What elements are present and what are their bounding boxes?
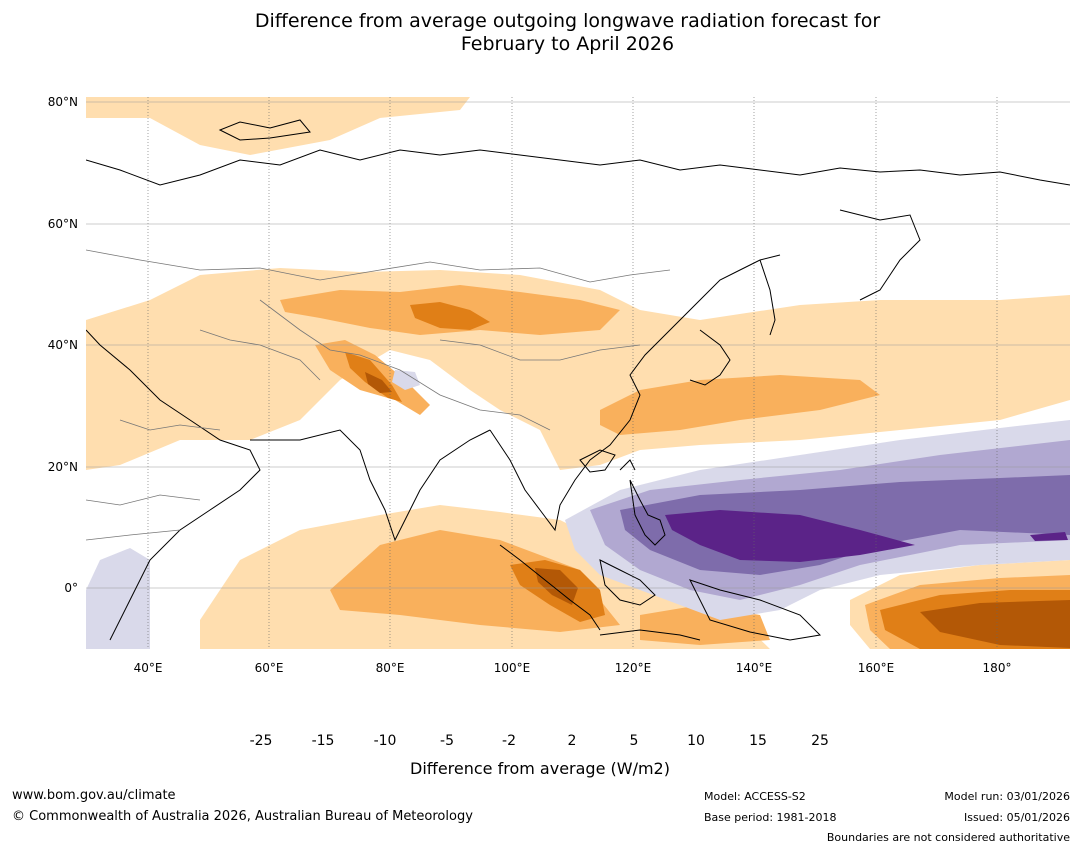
parallels [86, 101, 1070, 589]
lat-label-40n: 40°N [47, 338, 78, 352]
coastlines [86, 119, 1070, 641]
anomaly-dark-orange-central [410, 302, 490, 330]
anomaly-darkest-orange-himalaya [365, 372, 392, 393]
anomaly-darkest-orange-pacific [920, 600, 1070, 648]
olr-anomaly-map [86, 97, 1070, 649]
title-line-2: February to April 2026 [460, 33, 675, 55]
colorbar-tick: 5 [629, 733, 639, 749]
lon-label-40e: 40°E [133, 661, 163, 675]
website-link[interactable]: www.bom.gov.au/climate [12, 788, 176, 803]
colorbar-tick: -5 [440, 733, 454, 749]
lat-label-60n: 60°N [47, 217, 78, 231]
lon-label-80e: 80°E [375, 661, 405, 675]
colorbar-tick: -2 [502, 733, 516, 749]
boundaries-disclaimer: Boundaries are not considered authoritat… [826, 831, 1070, 844]
anomaly-lightest-purple-tibet [392, 370, 420, 390]
country-boundaries [86, 249, 671, 541]
colorbar-tick: 10 [687, 733, 705, 749]
anomaly-dark-purple-pacific [665, 510, 915, 562]
graticule [147, 97, 998, 649]
title-line-1: Difference from average outgoing longwav… [254, 10, 881, 32]
model-name: Model: ACCESS-S2 [704, 790, 806, 803]
colorbar-tick: 25 [811, 733, 829, 749]
lat-label-80n: 80°N [47, 95, 78, 109]
chart-title: Difference from average outgoing longwav… [0, 10, 1081, 56]
issued-date: Issued: 05/01/2026 [963, 811, 1070, 824]
lon-label-160e: 160°E [857, 661, 895, 675]
anomaly-orange-indian-ocean [330, 530, 620, 632]
colorbar-tick: 15 [749, 733, 767, 749]
lon-label-60e: 60°E [254, 661, 284, 675]
lon-label-100e: 100°E [493, 661, 531, 675]
colorbar-tick: -15 [311, 733, 335, 749]
anomaly-dark-purple-dateline [1030, 532, 1068, 541]
lon-label-140e: 140°E [735, 661, 773, 675]
copyright-notice: © Commonwealth of Australia 2026, Austra… [12, 809, 473, 824]
colorbar-tick: -25 [249, 733, 273, 749]
anomaly-darkest-orange-sumatra [535, 568, 578, 605]
base-period: Base period: 1981-2018 [704, 811, 837, 824]
colorbar-tick: -10 [373, 733, 397, 749]
lon-label-180: 180° [982, 661, 1012, 675]
anomaly-orange-china-coast [600, 375, 880, 435]
colorbar-title: Difference from average (W/m2) [410, 759, 670, 778]
lat-label-equator: 0° [64, 581, 78, 595]
lon-label-120e: 120°E [614, 661, 652, 675]
anomaly-lightest-purple-africa [86, 548, 150, 649]
model-run-date: Model run: 03/01/2026 [944, 790, 1070, 803]
lat-label-20n: 20°N [47, 460, 78, 474]
colorbar-tick: 2 [567, 733, 577, 749]
